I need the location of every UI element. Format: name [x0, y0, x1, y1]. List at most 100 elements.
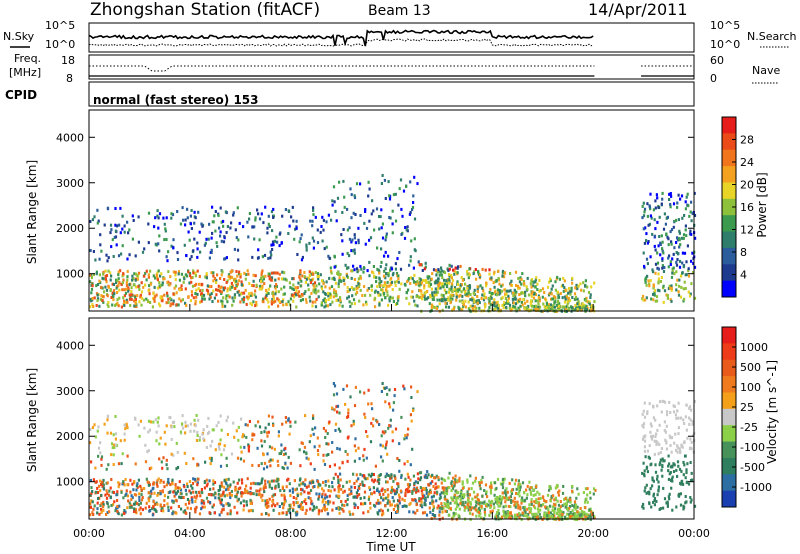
range-cell — [106, 418, 109, 422]
range-cell — [653, 499, 656, 503]
range-cell — [514, 505, 517, 509]
range-cell — [139, 501, 142, 505]
range-cell — [503, 301, 506, 305]
range-cell — [106, 431, 109, 435]
range-cell — [385, 443, 388, 447]
range-cell — [653, 497, 657, 501]
range-cell — [584, 506, 587, 510]
range-cell — [140, 488, 143, 492]
range-cell — [184, 420, 187, 424]
range-cell — [350, 485, 353, 489]
range-cell — [664, 222, 667, 226]
range-cell — [377, 498, 380, 502]
range-cell — [297, 290, 301, 294]
range-cell — [689, 446, 692, 450]
range-cell — [284, 461, 287, 465]
range-cell — [275, 235, 278, 239]
range-cell — [235, 429, 238, 433]
range-cell — [507, 504, 510, 508]
range-cell — [316, 275, 319, 278]
range-cell — [492, 281, 495, 285]
range-cell — [247, 235, 250, 239]
range-cell — [418, 497, 421, 501]
range-cell — [443, 288, 446, 292]
range-cell — [211, 205, 214, 209]
range-cell — [285, 278, 288, 282]
range-cell — [547, 307, 550, 311]
range-cell — [155, 430, 158, 434]
range-cell — [679, 243, 682, 247]
range-cell — [535, 304, 538, 308]
range-cell — [333, 291, 336, 295]
range-cell — [99, 479, 102, 483]
range-cell — [550, 297, 553, 301]
range-cell — [264, 485, 267, 489]
range-cell — [691, 271, 695, 275]
range-cell — [389, 474, 392, 478]
range-cell — [280, 241, 283, 245]
range-cell — [384, 400, 387, 404]
range-cell — [644, 434, 647, 438]
range-cell — [237, 272, 241, 276]
range-cell — [418, 499, 421, 503]
range-cell — [288, 511, 291, 515]
range-cell — [657, 272, 660, 276]
range-cell — [402, 189, 406, 193]
range-cell — [311, 224, 314, 228]
range-cell — [299, 271, 302, 275]
range-cell — [514, 302, 518, 306]
range-cell — [500, 297, 503, 301]
range-cell — [96, 507, 99, 511]
range-cell — [325, 280, 328, 284]
range-cell — [353, 482, 356, 485]
range-cell — [536, 299, 539, 303]
range-cell — [383, 178, 386, 182]
range-cell — [338, 466, 341, 470]
range-cell — [352, 211, 355, 215]
range-cell — [110, 228, 113, 232]
range-cell — [562, 484, 565, 488]
range-cell — [334, 422, 338, 426]
range-cell — [461, 480, 464, 484]
range-cell — [311, 508, 314, 512]
range-cell — [649, 207, 652, 211]
range-cell — [209, 293, 212, 297]
range-cell — [683, 251, 687, 255]
range-cell — [107, 301, 110, 304]
range-cell — [114, 509, 117, 513]
range-cell — [530, 308, 533, 312]
range-cell — [225, 231, 228, 234]
range-cell — [473, 270, 476, 274]
range-cell — [114, 415, 117, 418]
range-cell — [311, 300, 314, 304]
range-cell — [198, 490, 201, 494]
range-cell — [413, 248, 416, 252]
range-cell — [153, 225, 156, 229]
range-cell — [243, 491, 247, 495]
range-cell — [98, 484, 101, 488]
range-cell — [142, 298, 145, 302]
range-cell — [678, 467, 682, 471]
range-cell — [367, 473, 370, 477]
range-cell — [312, 414, 315, 418]
range-cell — [496, 306, 500, 310]
range-cell — [423, 487, 426, 491]
range-cell — [343, 195, 346, 199]
range-cell — [338, 494, 341, 498]
range-cell — [165, 238, 168, 241]
range-cell — [378, 423, 381, 426]
range-cell — [196, 292, 199, 296]
range-cell — [494, 308, 497, 312]
range-cell — [473, 506, 476, 510]
range-cell — [676, 201, 679, 205]
range-cell — [236, 206, 239, 210]
range-cell — [256, 446, 259, 450]
range-cell — [332, 382, 335, 385]
range-cell — [316, 241, 320, 245]
range-cell — [436, 270, 439, 274]
range-cell — [515, 502, 518, 506]
range-cell — [144, 283, 147, 287]
range-cell — [673, 272, 676, 276]
range-cell — [312, 208, 315, 212]
range-cell — [223, 444, 226, 448]
